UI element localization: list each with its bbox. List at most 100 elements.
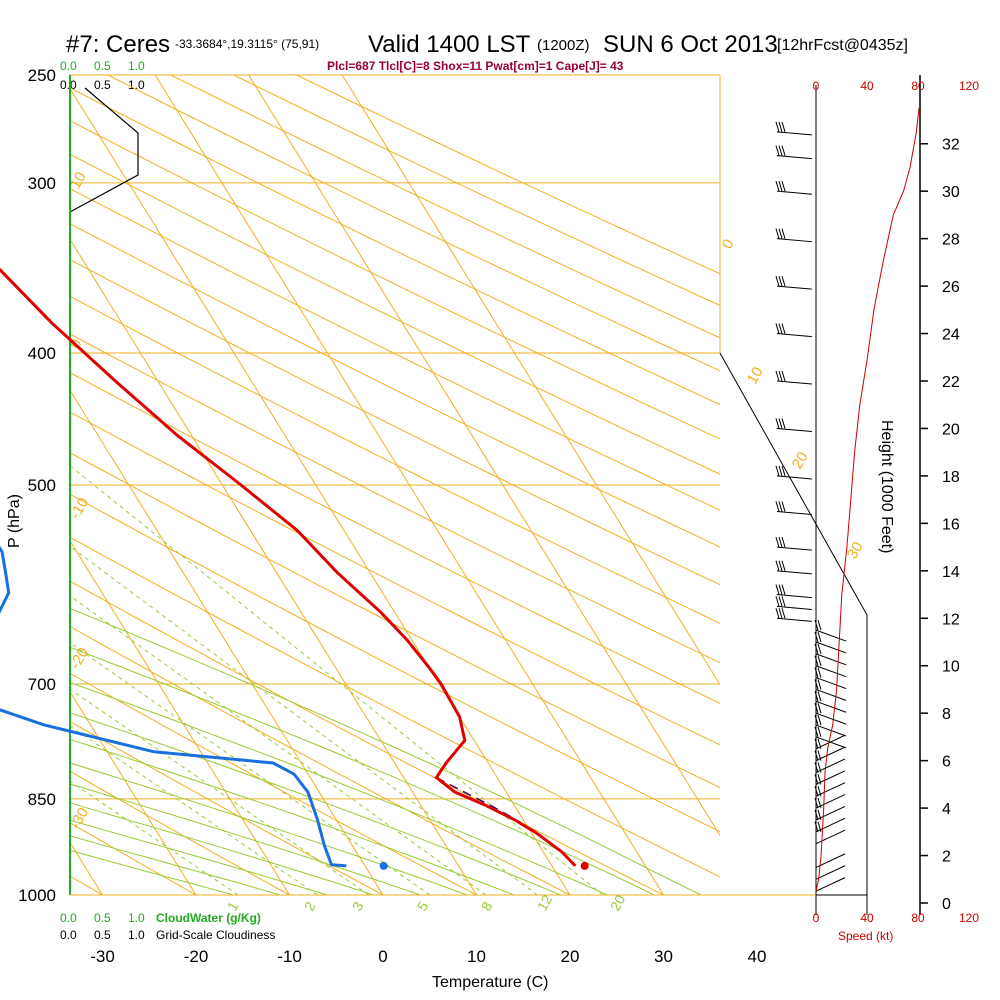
wind-barb-flag	[775, 501, 780, 512]
wind-barb-staff	[815, 865, 846, 880]
wind-barb-staff	[815, 853, 846, 868]
wind-barb-flag	[781, 608, 786, 619]
cloudwater-tick: 0.5	[94, 911, 111, 925]
height-tick-label: 26	[942, 279, 960, 296]
dry-adiabat-line	[70, 87, 720, 406]
height-tick-label: 6	[942, 754, 951, 771]
wind-barb-staff	[776, 285, 812, 290]
station-coords: -33.3684°,19.3115° (75,91)	[175, 37, 319, 51]
wind-barb-flag	[775, 181, 780, 192]
isotherm-label: 0	[719, 236, 738, 252]
wind-barb	[814, 679, 847, 701]
wind-barb-flag	[817, 619, 822, 631]
plot-outline	[69, 75, 815, 896]
x-axis-label: Temperature (C)	[432, 974, 548, 991]
cloudwater-tick: 1.0	[128, 911, 145, 925]
wind-barb-staff	[776, 238, 812, 243]
wind-barb-flag	[817, 691, 822, 702]
wind-barb-staff	[776, 511, 812, 516]
mixing-ratio-line	[70, 545, 538, 895]
wind-barb-staff	[815, 736, 847, 749]
pressure-tick-label: 700	[28, 675, 56, 694]
temperature-tick-label: 30	[654, 947, 673, 966]
wind-barb-flag	[778, 228, 783, 239]
dry-adiabat-line	[70, 626, 571, 895]
moist-adiabat-line	[70, 646, 655, 895]
height-tick-label: 16	[942, 516, 960, 533]
speed-tick-label: 120	[959, 911, 979, 925]
stability-params: Plcl=687 Tlcl[C]=8 Shox=11 Pwat[cm]=1 Ca…	[327, 59, 624, 73]
wind-barb	[815, 877, 846, 892]
wind-barb-flag	[775, 228, 780, 239]
wind-barb-flag	[781, 181, 786, 192]
wind-barb-flag	[775, 596, 780, 607]
mixing-ratio-label: 8	[478, 899, 496, 914]
wind-barb-staff	[815, 677, 847, 690]
wind-barb-flag	[778, 121, 783, 133]
pressure-tick-label: 500	[28, 476, 56, 495]
wind-barb	[814, 667, 847, 690]
pressure-axis: 250 300 400 500 700 850 1000	[18, 66, 56, 905]
wind-barb-staff	[815, 665, 847, 678]
mixing-ratio-label: 20	[607, 892, 629, 914]
speed-tick-label: 0	[813, 79, 820, 93]
wind-barb-staff	[776, 605, 812, 610]
wind-barb	[814, 794, 846, 809]
wind-barb	[775, 370, 812, 385]
moist-adiabat-line	[70, 802, 374, 895]
mixing-ratio-label: 2	[301, 899, 319, 914]
wind-barb	[814, 746, 846, 762]
cloudiness-tick: 0.0	[60, 928, 77, 942]
wind-barb-flag	[814, 691, 819, 702]
wind-barb-flag	[775, 418, 780, 429]
moist-adiabat-line	[70, 712, 561, 895]
cloudiness-tick: 0.5	[94, 78, 111, 92]
wind-barb	[815, 829, 846, 845]
pressure-tick-label: 1000	[18, 886, 56, 905]
temperature-tick-label: 40	[748, 947, 767, 966]
temperature-axis: -30 -20 -10 0 10 20 30 40	[90, 947, 766, 966]
pressure-tick-label: 850	[28, 790, 56, 809]
wind-barb	[814, 817, 846, 833]
isotherm-line	[154, 75, 664, 895]
wind-barb-flag	[775, 584, 780, 595]
wind-barb-flag	[817, 738, 822, 749]
isotherm-label: 10	[744, 364, 767, 387]
wind-barb-staff	[776, 380, 812, 385]
dry-adiabat-line	[70, 672, 477, 895]
height-tick-label: 12	[942, 611, 960, 628]
mixing-ratio-label: 5	[414, 899, 432, 914]
wind-barb-flag	[781, 465, 786, 477]
station-title: #7: Ceres	[66, 31, 170, 58]
wind-barb	[775, 228, 812, 243]
mixing-ratio-label: 3	[349, 899, 367, 914]
mixing-ratio-line	[70, 595, 487, 895]
wind-barb-flag	[778, 608, 783, 619]
temperature-tick-label: 0	[378, 947, 387, 966]
dry-adiabat-line	[70, 493, 720, 833]
wind-barb-flag	[781, 418, 786, 429]
dry-adiabat-line	[70, 452, 720, 789]
mixing-ratio-line	[70, 780, 239, 895]
moist-adiabat-line	[70, 783, 421, 895]
cloudiness-line	[69, 87, 139, 213]
wind-barb-staff	[815, 688, 847, 701]
wind-barb-flag	[817, 703, 822, 714]
wind-barb-flag	[817, 714, 822, 726]
speed-tick-label: 40	[860, 911, 874, 925]
wind-barb-flag	[775, 560, 780, 571]
wind-barb	[814, 805, 846, 821]
dry-adiabat-line	[70, 295, 720, 624]
wind-barb-flag	[814, 631, 819, 643]
dry-adiabat-line	[70, 153, 720, 475]
wind-barb	[814, 691, 847, 713]
wind-barb-flag	[775, 608, 780, 619]
height-tick-label: 10	[942, 659, 960, 676]
wind-barb-flag	[778, 501, 783, 512]
wind-barb-flag	[817, 667, 822, 678]
moist-adiabat-line	[70, 819, 328, 895]
cloudiness-tick: 1.0	[128, 928, 145, 942]
wind-barb-flag	[778, 560, 783, 571]
wind-barb-flag	[778, 370, 783, 382]
wind-barb-staff	[776, 546, 812, 551]
